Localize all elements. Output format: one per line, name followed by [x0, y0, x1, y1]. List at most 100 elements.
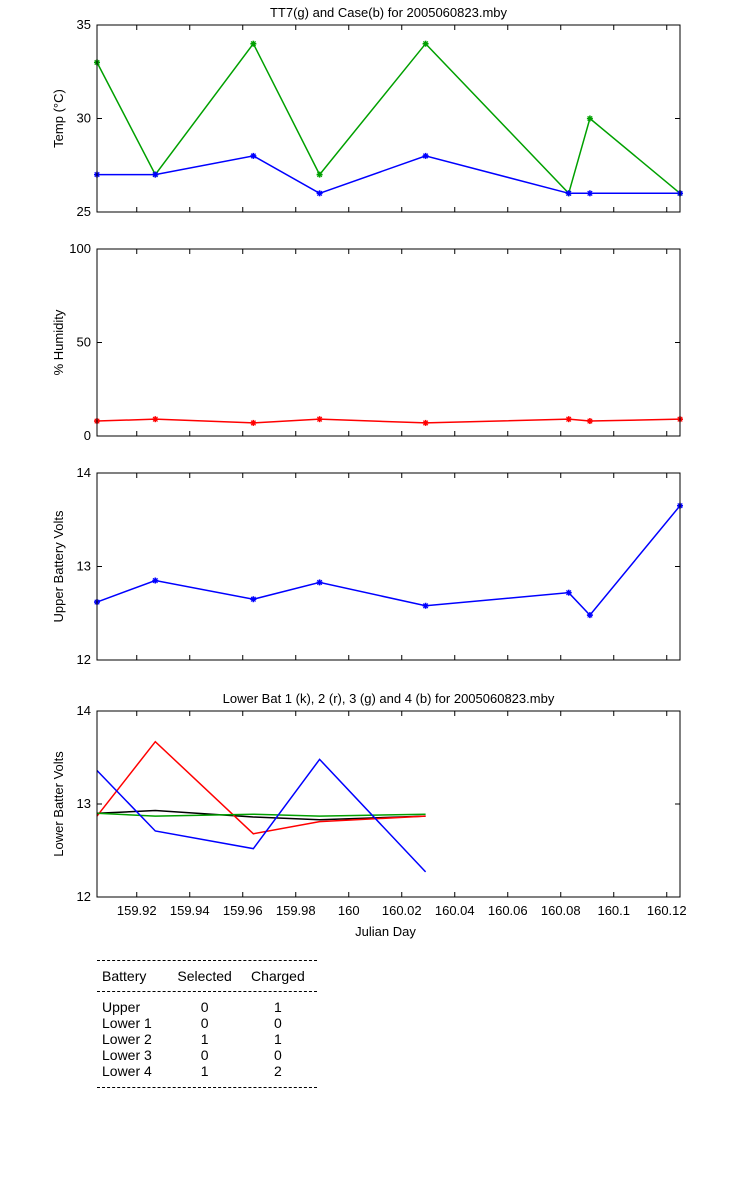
- y-tick-label: 12: [77, 889, 91, 904]
- plot-frame: [96, 710, 681, 898]
- y-tick-label: 50: [77, 335, 91, 350]
- x-tick-label: 160.08: [541, 903, 581, 918]
- data-point: [422, 419, 429, 426]
- data-point: [316, 579, 323, 586]
- chart-panel-upper-battery: Upper Battery Volts 12 13 14: [51, 465, 683, 667]
- data-point: [586, 190, 593, 197]
- series-3: [96, 812, 426, 817]
- series-line: [96, 418, 681, 424]
- battery-name: Lower 2: [102, 1031, 152, 1047]
- table-row: Lower 3 0 0: [97, 1047, 317, 1063]
- x-tick-label: 159.96: [223, 903, 263, 918]
- data-point: [586, 612, 593, 619]
- selected-value: 0: [200, 999, 209, 1015]
- table-header-rule: [97, 991, 317, 992]
- data-point: [565, 589, 572, 596]
- series-line: [96, 812, 426, 817]
- x-tick-label: 159.92: [117, 903, 157, 918]
- data-point: [422, 602, 429, 609]
- data-point: [316, 190, 323, 197]
- charged-value: 0: [274, 1015, 282, 1031]
- header-battery: Battery: [102, 968, 147, 984]
- table-row: Lower 2 1 1: [97, 1031, 317, 1047]
- series-4: [96, 758, 427, 873]
- table-row: Lower 1 0 0: [97, 1015, 317, 1031]
- chart-title: TT7(g) and Case(b) for 2005060823.mby: [270, 5, 508, 20]
- x-tick-label: 160.04: [435, 903, 475, 918]
- table-row: Upper 0 1: [97, 999, 317, 1015]
- x-tick-label: 160.12: [647, 903, 687, 918]
- series-1: [94, 416, 683, 426]
- data-point: [422, 152, 429, 159]
- y-tick-label: 14: [77, 703, 91, 718]
- y-axis-label: Upper Battery Volts: [51, 510, 66, 622]
- series-line: [96, 505, 681, 617]
- x-tick-label: 160.06: [488, 903, 528, 918]
- charged-value: 1: [274, 1031, 282, 1047]
- y-tick-label: 30: [77, 111, 91, 126]
- plot-frame: [96, 472, 681, 661]
- series-line: [96, 758, 427, 873]
- data-point: [250, 40, 257, 47]
- x-tick-label: 160: [338, 903, 360, 918]
- chart-panel-humidity: % Humidity 0 50 100: [51, 241, 683, 443]
- series-line: [97, 155, 680, 195]
- table-row: Lower 4 1 2: [97, 1063, 317, 1079]
- header-selected: Selected: [177, 968, 232, 984]
- series-line: [96, 42, 681, 195]
- data-point: [316, 416, 323, 423]
- data-point: [565, 190, 572, 197]
- battery-name: Lower 3: [102, 1047, 152, 1063]
- selected-value: 1: [200, 1031, 209, 1047]
- battery-name: Lower 4: [102, 1063, 152, 1079]
- x-tick-label: 159.98: [276, 903, 316, 918]
- selected-value: 0: [200, 1047, 209, 1063]
- battery-name: Upper: [102, 999, 141, 1015]
- plot-frame: [96, 24, 681, 213]
- data-point: [586, 418, 593, 425]
- charged-value: 0: [274, 1047, 282, 1063]
- charged-value: 2: [274, 1063, 282, 1079]
- data-point: [152, 577, 159, 584]
- x-axis-label: Julian Day: [355, 924, 416, 939]
- data-point: [565, 416, 572, 423]
- table-body: Upper 0 1 Lower 1 0 0 Lower 2 1 1 Lower …: [97, 992, 317, 1087]
- y-tick-label: 25: [77, 204, 91, 219]
- series-2: [96, 740, 426, 835]
- x-tick-label: 160.1: [597, 903, 630, 918]
- data-point: [152, 416, 159, 423]
- header-charged: Charged: [251, 968, 305, 984]
- series-tt7: [94, 40, 683, 197]
- data-point: [250, 152, 257, 159]
- data-point: [250, 419, 257, 426]
- x-tick-label: 159.94: [170, 903, 210, 918]
- series-1: [94, 502, 683, 619]
- x-tick-label: 160.02: [382, 903, 422, 918]
- table-bottom-rule: [97, 1087, 317, 1088]
- data-point: [422, 40, 429, 47]
- series-case: [94, 152, 683, 197]
- battery-name: Lower 1: [102, 1015, 152, 1031]
- data-point: [152, 171, 159, 178]
- y-tick-label: 100: [69, 241, 91, 256]
- y-axis-label: Temp (°C): [51, 89, 66, 148]
- y-tick-label: 0: [84, 428, 91, 443]
- chart-panel-lower-battery: Lower Bat 1 (k), 2 (r), 3 (g) and 4 (b) …: [51, 691, 687, 939]
- y-tick-label: 13: [77, 796, 91, 811]
- chart-title: Lower Bat 1 (k), 2 (r), 3 (g) and 4 (b) …: [223, 691, 555, 706]
- y-tick-label: 35: [77, 17, 91, 32]
- data-point: [586, 115, 593, 122]
- y-tick-label: 12: [77, 652, 91, 667]
- y-axis-label: Lower Batter Volts: [51, 751, 66, 857]
- y-axis-label: % Humidity: [51, 309, 66, 375]
- charged-value: 1: [274, 999, 282, 1015]
- table-header-row: Battery Selected Charged: [97, 961, 317, 991]
- plot-frame: [96, 248, 681, 437]
- chart-panel-temp: TT7(g) and Case(b) for 2005060823.mby Tem…: [51, 5, 683, 219]
- data-point: [316, 171, 323, 178]
- y-tick-label: 13: [77, 559, 91, 574]
- selected-value: 1: [200, 1063, 209, 1079]
- table-top-rule: [97, 960, 317, 961]
- data-point: [250, 596, 257, 603]
